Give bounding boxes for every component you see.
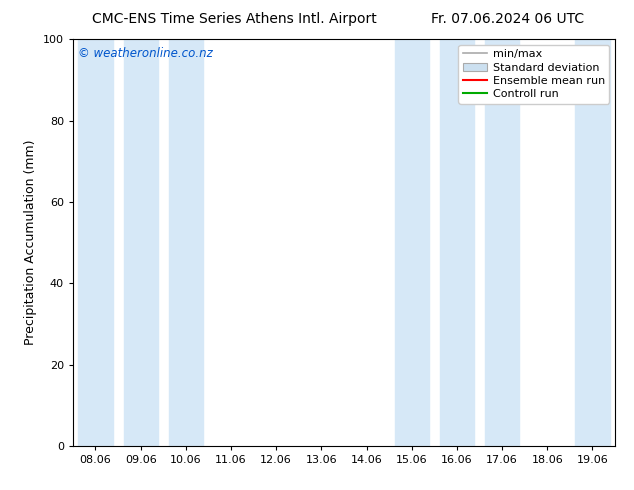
Bar bbox=[575, 39, 609, 446]
Text: CMC-ENS Time Series Athens Intl. Airport: CMC-ENS Time Series Athens Intl. Airport bbox=[92, 12, 377, 26]
Bar bbox=[485, 39, 519, 446]
Bar bbox=[394, 39, 429, 446]
Bar bbox=[440, 39, 474, 446]
Legend: min/max, Standard deviation, Ensemble mean run, Controll run: min/max, Standard deviation, Ensemble me… bbox=[458, 45, 609, 104]
Text: Fr. 07.06.2024 06 UTC: Fr. 07.06.2024 06 UTC bbox=[430, 12, 584, 26]
Y-axis label: Precipitation Accumulation (mm): Precipitation Accumulation (mm) bbox=[24, 140, 37, 345]
Bar bbox=[169, 39, 203, 446]
Text: © weatheronline.co.nz: © weatheronline.co.nz bbox=[79, 48, 213, 60]
Bar bbox=[124, 39, 158, 446]
Bar bbox=[79, 39, 113, 446]
